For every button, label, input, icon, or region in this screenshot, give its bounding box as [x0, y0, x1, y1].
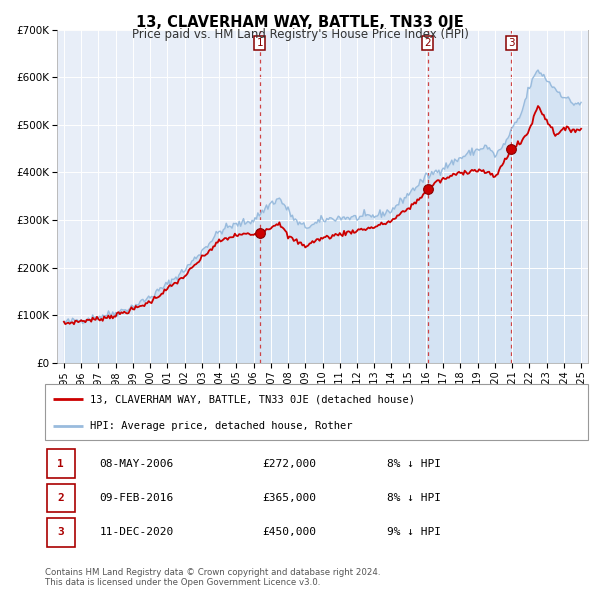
Text: £450,000: £450,000 — [262, 527, 316, 537]
Text: 09-FEB-2016: 09-FEB-2016 — [100, 493, 173, 503]
Bar — [47, 518, 75, 546]
Text: Price paid vs. HM Land Registry's House Price Index (HPI): Price paid vs. HM Land Registry's House … — [131, 28, 469, 41]
Text: 08-MAY-2006: 08-MAY-2006 — [100, 459, 173, 468]
Text: 9% ↓ HPI: 9% ↓ HPI — [387, 527, 441, 537]
Text: 11-DEC-2020: 11-DEC-2020 — [100, 527, 173, 537]
Text: 13, CLAVERHAM WAY, BATTLE, TN33 0JE (detached house): 13, CLAVERHAM WAY, BATTLE, TN33 0JE (det… — [89, 394, 415, 404]
Text: 2: 2 — [424, 38, 431, 48]
Bar — [47, 450, 75, 478]
Text: 3: 3 — [58, 527, 64, 537]
Text: Contains HM Land Registry data © Crown copyright and database right 2024.
This d: Contains HM Land Registry data © Crown c… — [45, 568, 380, 587]
Text: 8% ↓ HPI: 8% ↓ HPI — [387, 493, 441, 503]
Text: 8% ↓ HPI: 8% ↓ HPI — [387, 459, 441, 468]
Bar — [47, 484, 75, 512]
Text: 2: 2 — [58, 493, 64, 503]
Text: 1: 1 — [256, 38, 263, 48]
Text: HPI: Average price, detached house, Rother: HPI: Average price, detached house, Roth… — [89, 421, 352, 431]
Text: £365,000: £365,000 — [262, 493, 316, 503]
Text: 1: 1 — [58, 459, 64, 468]
Text: 3: 3 — [508, 38, 515, 48]
Text: £272,000: £272,000 — [262, 459, 316, 468]
Text: 13, CLAVERHAM WAY, BATTLE, TN33 0JE: 13, CLAVERHAM WAY, BATTLE, TN33 0JE — [136, 15, 464, 30]
